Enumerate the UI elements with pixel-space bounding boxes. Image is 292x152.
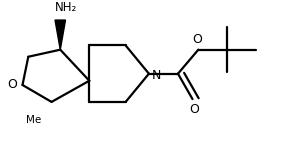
Text: O: O [192, 33, 202, 46]
Text: O: O [189, 103, 199, 116]
Text: N: N [152, 69, 161, 82]
Text: O: O [7, 78, 17, 92]
Polygon shape [55, 20, 65, 50]
Text: NH₂: NH₂ [55, 1, 77, 14]
Text: Me: Me [27, 115, 42, 125]
